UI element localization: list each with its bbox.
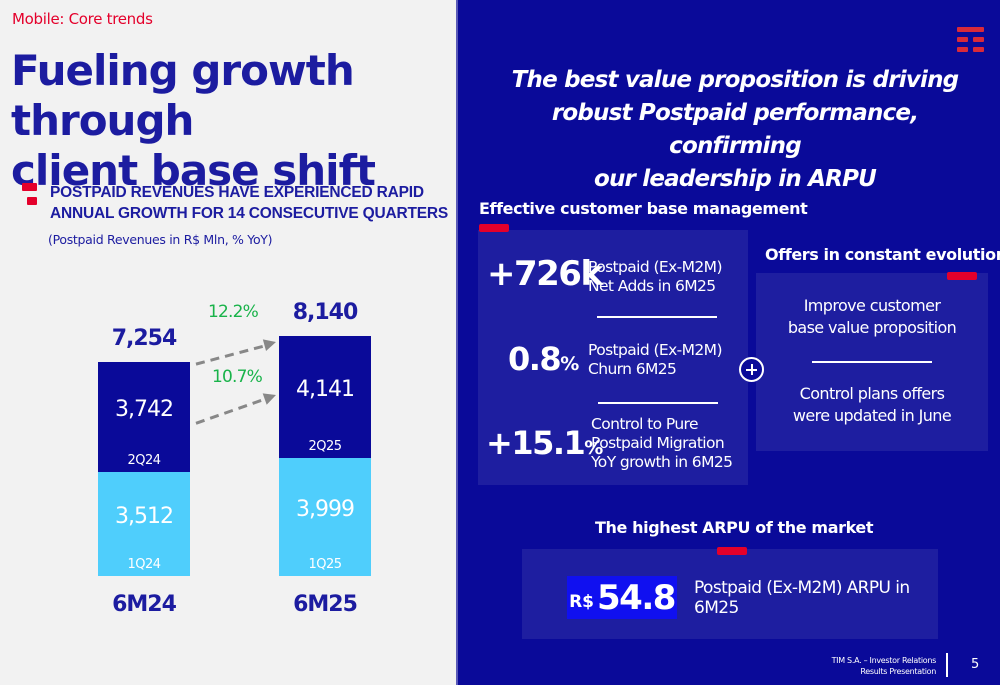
arpu-badge: R$ 54.8 xyxy=(567,576,677,619)
category-label: 6M25 xyxy=(293,592,358,617)
offer-line: Improve customer xyxy=(803,296,941,315)
bar-segment-1q24: 3,512 1Q24 xyxy=(98,472,190,576)
offer-item-2: Control plans offers were updated in Jun… xyxy=(756,383,988,427)
offer-line: were updated in June xyxy=(792,406,952,425)
growth-arrow-line xyxy=(195,396,269,425)
divider xyxy=(597,316,717,318)
arpu-desc-line: 6M25 xyxy=(694,598,739,618)
bar-value-label: 3,742 xyxy=(115,397,174,423)
page-title: Fueling growth through client base shift xyxy=(11,46,456,196)
chart-headline: POSTPAID REVENUES HAVE EXPERIENCED RAPID… xyxy=(50,182,448,224)
tagline-line3: our leadership in ARPU xyxy=(593,166,877,192)
offer-line: base value proposition xyxy=(787,318,957,337)
chart-headline-line1: POSTPAID REVENUES HAVE EXPERIENCED RAPID xyxy=(50,184,424,201)
kpi-value: 0.8 xyxy=(508,340,562,378)
arpu-title: The highest ARPU of the market xyxy=(595,518,874,537)
tim-logo-icon xyxy=(957,27,984,53)
kpi-churn-desc: Postpaid (Ex-M2M) Churn 6M25 xyxy=(588,341,723,379)
growth-label: 10.7% xyxy=(212,367,263,388)
offers-title: Offers in constant evolution xyxy=(765,245,1000,264)
customer-base-title: Effective customer base management xyxy=(479,199,808,218)
arpu-currency: R$ xyxy=(569,591,595,612)
footer-text: TIM S.A. – Investor Relations Results Pr… xyxy=(790,655,937,677)
arpu-desc: Postpaid (Ex-M2M) ARPU in 6M25 xyxy=(694,578,910,618)
customer-base-panel xyxy=(478,230,748,485)
tagline-line2: robust Postpaid performance, confirming xyxy=(551,100,919,159)
red-accent-dash xyxy=(717,547,747,555)
kpi-desc-line: YoY growth in 6M25 xyxy=(591,453,733,471)
bar-segment-2q25: 4,141 2Q25 xyxy=(279,336,371,459)
arpu-value: 54.8 xyxy=(597,577,676,618)
kpi-desc-line: Postpaid Migration xyxy=(591,434,725,452)
bar-quarter-label: 1Q24 xyxy=(127,556,161,572)
tagline-line1: The best value proposition is driving xyxy=(511,67,960,93)
divider xyxy=(598,402,718,404)
growth-arrow-line xyxy=(195,343,269,366)
offer-line: Control plans offers xyxy=(799,384,945,403)
section-tag: Mobile: Core trends xyxy=(12,10,153,28)
chart-subtitle: (Postpaid Revenues in R$ Mln, % YoY) xyxy=(48,232,273,247)
kpi-migration-value: +15.1% xyxy=(486,424,603,462)
bar-segment-2q24: 3,742 2Q24 xyxy=(98,362,190,473)
category-label: 6M24 xyxy=(112,592,177,617)
bar-value-label: 3,999 xyxy=(296,497,355,523)
bar-value-label: 3,512 xyxy=(115,504,174,530)
chart-headline-line2: ANNUAL GROWTH FOR 14 CONSECUTIVE QUARTER… xyxy=(50,205,448,222)
kpi-desc-line: Net Adds in 6M25 xyxy=(588,277,716,295)
kpi-desc-line: Control to Pure xyxy=(591,415,699,433)
bar-total-label: 7,254 xyxy=(111,326,178,352)
page-title-line2: client base shift xyxy=(11,146,376,195)
bar-segment-1q25: 3,999 1Q25 xyxy=(279,458,371,576)
bar-quarter-label: 1Q25 xyxy=(308,556,342,572)
red-accent-dash xyxy=(479,224,509,232)
divider xyxy=(812,361,932,363)
kpi-value: +726k xyxy=(487,254,603,294)
arpu-desc-line: Postpaid (Ex-M2M) ARPU in xyxy=(694,578,910,598)
kpi-churn-value: 0.8% xyxy=(508,340,579,378)
arrow-head-icon xyxy=(262,393,276,405)
offer-item-1: Improve customer base value proposition xyxy=(756,295,988,339)
kpi-unit: % xyxy=(560,353,580,375)
footer-separator xyxy=(946,653,948,677)
growth-arrows xyxy=(195,339,276,425)
kpi-net-adds-value: +726k xyxy=(487,254,603,294)
bar-total-label: 8,140 xyxy=(292,300,359,325)
footer-line1: TIM S.A. – Investor Relations xyxy=(831,656,937,665)
bar-quarter-label: 2Q24 xyxy=(127,453,161,469)
arrow-head-icon xyxy=(262,339,276,351)
bar-quarter-label: 2Q25 xyxy=(308,439,342,455)
kpi-value: +15.1 xyxy=(486,424,586,462)
tim-bullet-icon xyxy=(22,183,37,211)
kpi-desc-line: Postpaid (Ex-M2M) xyxy=(588,258,723,276)
kpi-migration-desc: Control to Pure Postpaid Migration YoY g… xyxy=(591,415,733,472)
kpi-net-adds-desc: Postpaid (Ex-M2M) Net Adds in 6M25 xyxy=(588,258,723,296)
revenue-chart: 3,512 1Q24 3,742 2Q24 7,254 6M24 3,999 1Q25 4,14… xyxy=(0,260,456,640)
kpi-unit: % xyxy=(584,437,604,459)
page-title-line1: Fueling growth through xyxy=(11,46,355,145)
red-accent-dash xyxy=(947,272,977,280)
kpi-desc-line: Postpaid (Ex-M2M) xyxy=(588,341,723,359)
footer-line2: Results Presentation xyxy=(860,667,936,676)
left-panel: Mobile: Core trends Fueling growth throu… xyxy=(0,0,456,685)
bar-value-label: 4,141 xyxy=(296,377,355,403)
growth-label: 12.2% xyxy=(208,302,259,322)
page-number: 5 xyxy=(971,657,980,672)
tagline: The best value proposition is driving ro… xyxy=(510,64,960,196)
plus-icon xyxy=(739,357,764,382)
kpi-desc-line: Churn 6M25 xyxy=(588,360,677,378)
